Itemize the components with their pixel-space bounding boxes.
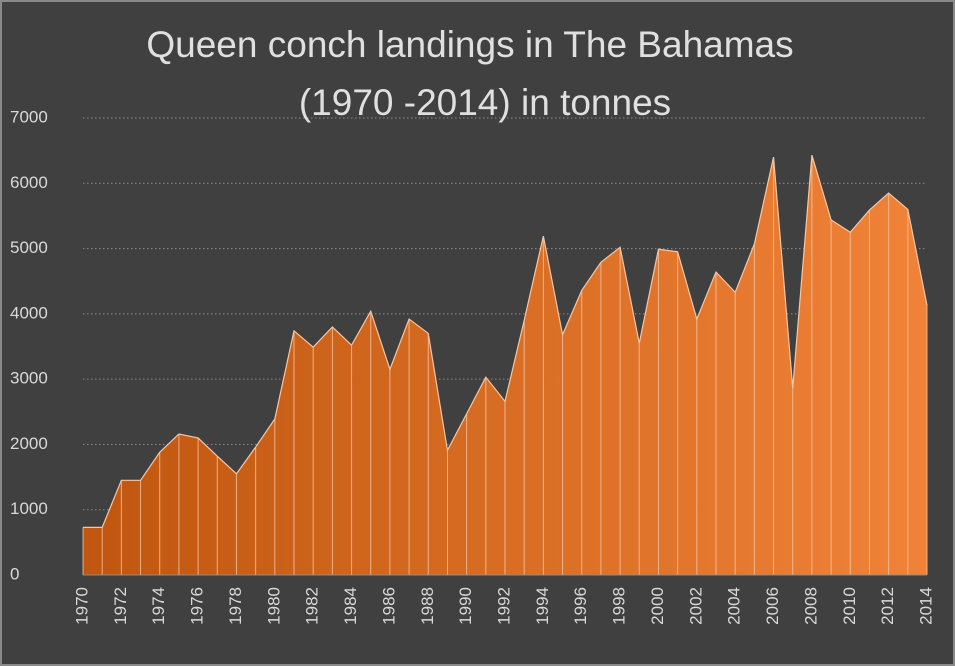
y-tick-label: 4000 xyxy=(10,303,48,322)
y-tick-label: 6000 xyxy=(10,173,48,192)
x-tick-label: 2010 xyxy=(840,587,859,625)
x-tick-label: 1994 xyxy=(533,587,552,625)
x-tick-label: 2008 xyxy=(801,587,820,625)
y-tick-label: 0 xyxy=(10,564,19,583)
x-tick-label: 2000 xyxy=(648,587,667,625)
x-tick-label: 2012 xyxy=(878,587,897,625)
x-tick-label: 1984 xyxy=(341,587,360,625)
x-tick-label: 1988 xyxy=(418,587,437,625)
x-tick-label: 1992 xyxy=(494,587,513,625)
y-tick-label: 3000 xyxy=(10,369,48,388)
x-tick-label: 1974 xyxy=(149,587,168,625)
x-tick-label: 2014 xyxy=(916,587,935,625)
chart-title: Queen conch landings in The Bahamas xyxy=(146,24,793,65)
x-tick-label: 2002 xyxy=(686,587,705,625)
area-outline xyxy=(83,155,928,528)
x-tick-label: 1976 xyxy=(188,587,207,625)
x-tick-label: 2004 xyxy=(725,587,744,625)
x-tick-label: 1986 xyxy=(379,587,398,625)
x-tick-label: 1980 xyxy=(264,587,283,625)
x-tick-label: 1978 xyxy=(226,587,245,625)
x-tick-label: 1990 xyxy=(456,587,475,625)
x-tick-label: 1998 xyxy=(610,587,629,625)
y-tick-label: 1000 xyxy=(10,499,48,518)
x-tick-label: 1996 xyxy=(571,587,590,625)
x-tick-label: 1982 xyxy=(303,587,322,625)
chart-title: (1970 -2014) in tonnes xyxy=(299,82,671,123)
y-tick-label: 7000 xyxy=(10,107,48,126)
y-tick-label: 5000 xyxy=(10,238,48,257)
y-tick-label: 2000 xyxy=(10,434,48,453)
x-tick-label: 1972 xyxy=(111,587,130,625)
x-tick-label: 1970 xyxy=(72,587,91,625)
x-tick-label: 2006 xyxy=(763,587,782,625)
